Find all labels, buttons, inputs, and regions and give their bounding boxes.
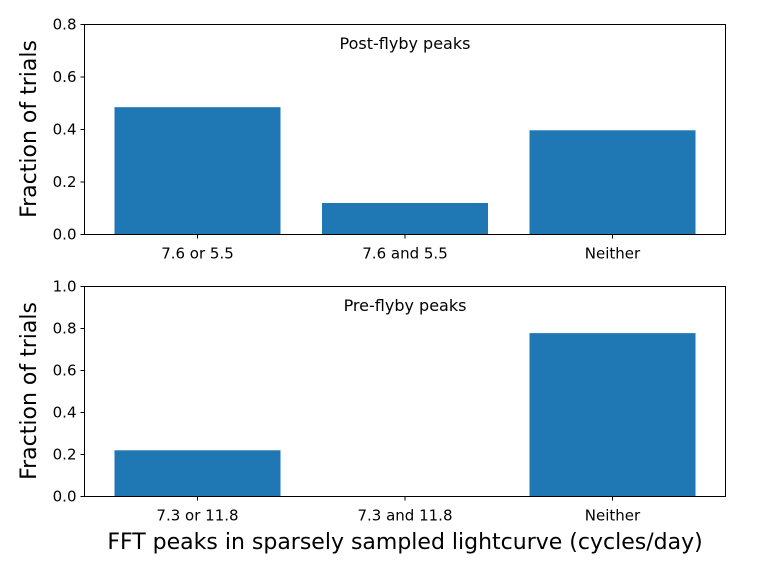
post-flyby-xtick-label: Neither <box>585 245 641 263</box>
pre-flyby-ytick-label: 0.2 <box>53 446 77 464</box>
pre-flyby-title: Pre-flyby peaks <box>344 296 467 315</box>
pre-flyby-panel: Fraction of trials Pre-flyby peaks 0.00.… <box>17 278 726 525</box>
post-flyby-yticks: 0.0 0.2 0.4 0.6 0.8 <box>53 16 85 244</box>
post-flyby-panel: Fraction of trials Post-flyby peaks 0.00… <box>17 16 726 263</box>
post-flyby-ytick-label: 0.6 <box>53 68 77 86</box>
post-flyby-title: Post-flyby peaks <box>340 34 471 53</box>
post-flyby-ytick-label: 0.2 <box>53 173 77 191</box>
post-flyby-axes-frame <box>84 24 726 235</box>
post-flyby-xticks: 7.6 or 5.5 7.6 and 5.5 Neither <box>161 234 641 263</box>
pre-flyby-xtick-label: Neither <box>585 507 641 525</box>
post-flyby-ytick-label: 0.8 <box>53 16 77 34</box>
shared-xlabel: FFT peaks in sparsely sampled lightcurve… <box>107 530 702 555</box>
post-flyby-ytick-label: 0.0 <box>53 226 77 244</box>
pre-flyby-ytick-label: 0.0 <box>53 488 77 506</box>
pre-flyby-xtick-label: 7.3 and 11.8 <box>357 507 452 525</box>
post-flyby-xtick-label: 7.6 and 5.5 <box>362 245 447 263</box>
pre-flyby-yticks: 0.0 0.2 0.4 0.6 0.8 1.0 <box>53 278 85 506</box>
pre-flyby-bars <box>114 333 696 497</box>
pre-flyby-ytick-label: 0.6 <box>53 362 77 380</box>
post-flyby-bar-2 <box>321 203 489 235</box>
pre-flyby-xtick-label: 7.3 or 11.8 <box>156 507 238 525</box>
pre-flyby-axes-frame <box>84 286 726 497</box>
pre-flyby-bar-3 <box>529 333 696 497</box>
pre-flyby-ylabel: Fraction of trials <box>17 302 42 480</box>
post-flyby-ylabel: Fraction of trials <box>17 40 42 218</box>
post-flyby-bars <box>114 107 696 235</box>
post-flyby-bar-3 <box>529 130 696 235</box>
pre-flyby-ytick-label: 0.8 <box>53 320 77 338</box>
pre-flyby-xticks: 7.3 or 11.8 7.3 and 11.8 Neither <box>156 496 641 525</box>
pre-flyby-ytick-label: 1.0 <box>53 278 77 296</box>
pre-flyby-ytick-label: 0.4 <box>53 404 77 422</box>
post-flyby-xtick-label: 7.6 or 5.5 <box>161 245 234 263</box>
post-flyby-bar-1 <box>114 107 281 235</box>
post-flyby-ytick-label: 0.4 <box>53 121 77 139</box>
pre-flyby-bar-1 <box>114 450 281 497</box>
